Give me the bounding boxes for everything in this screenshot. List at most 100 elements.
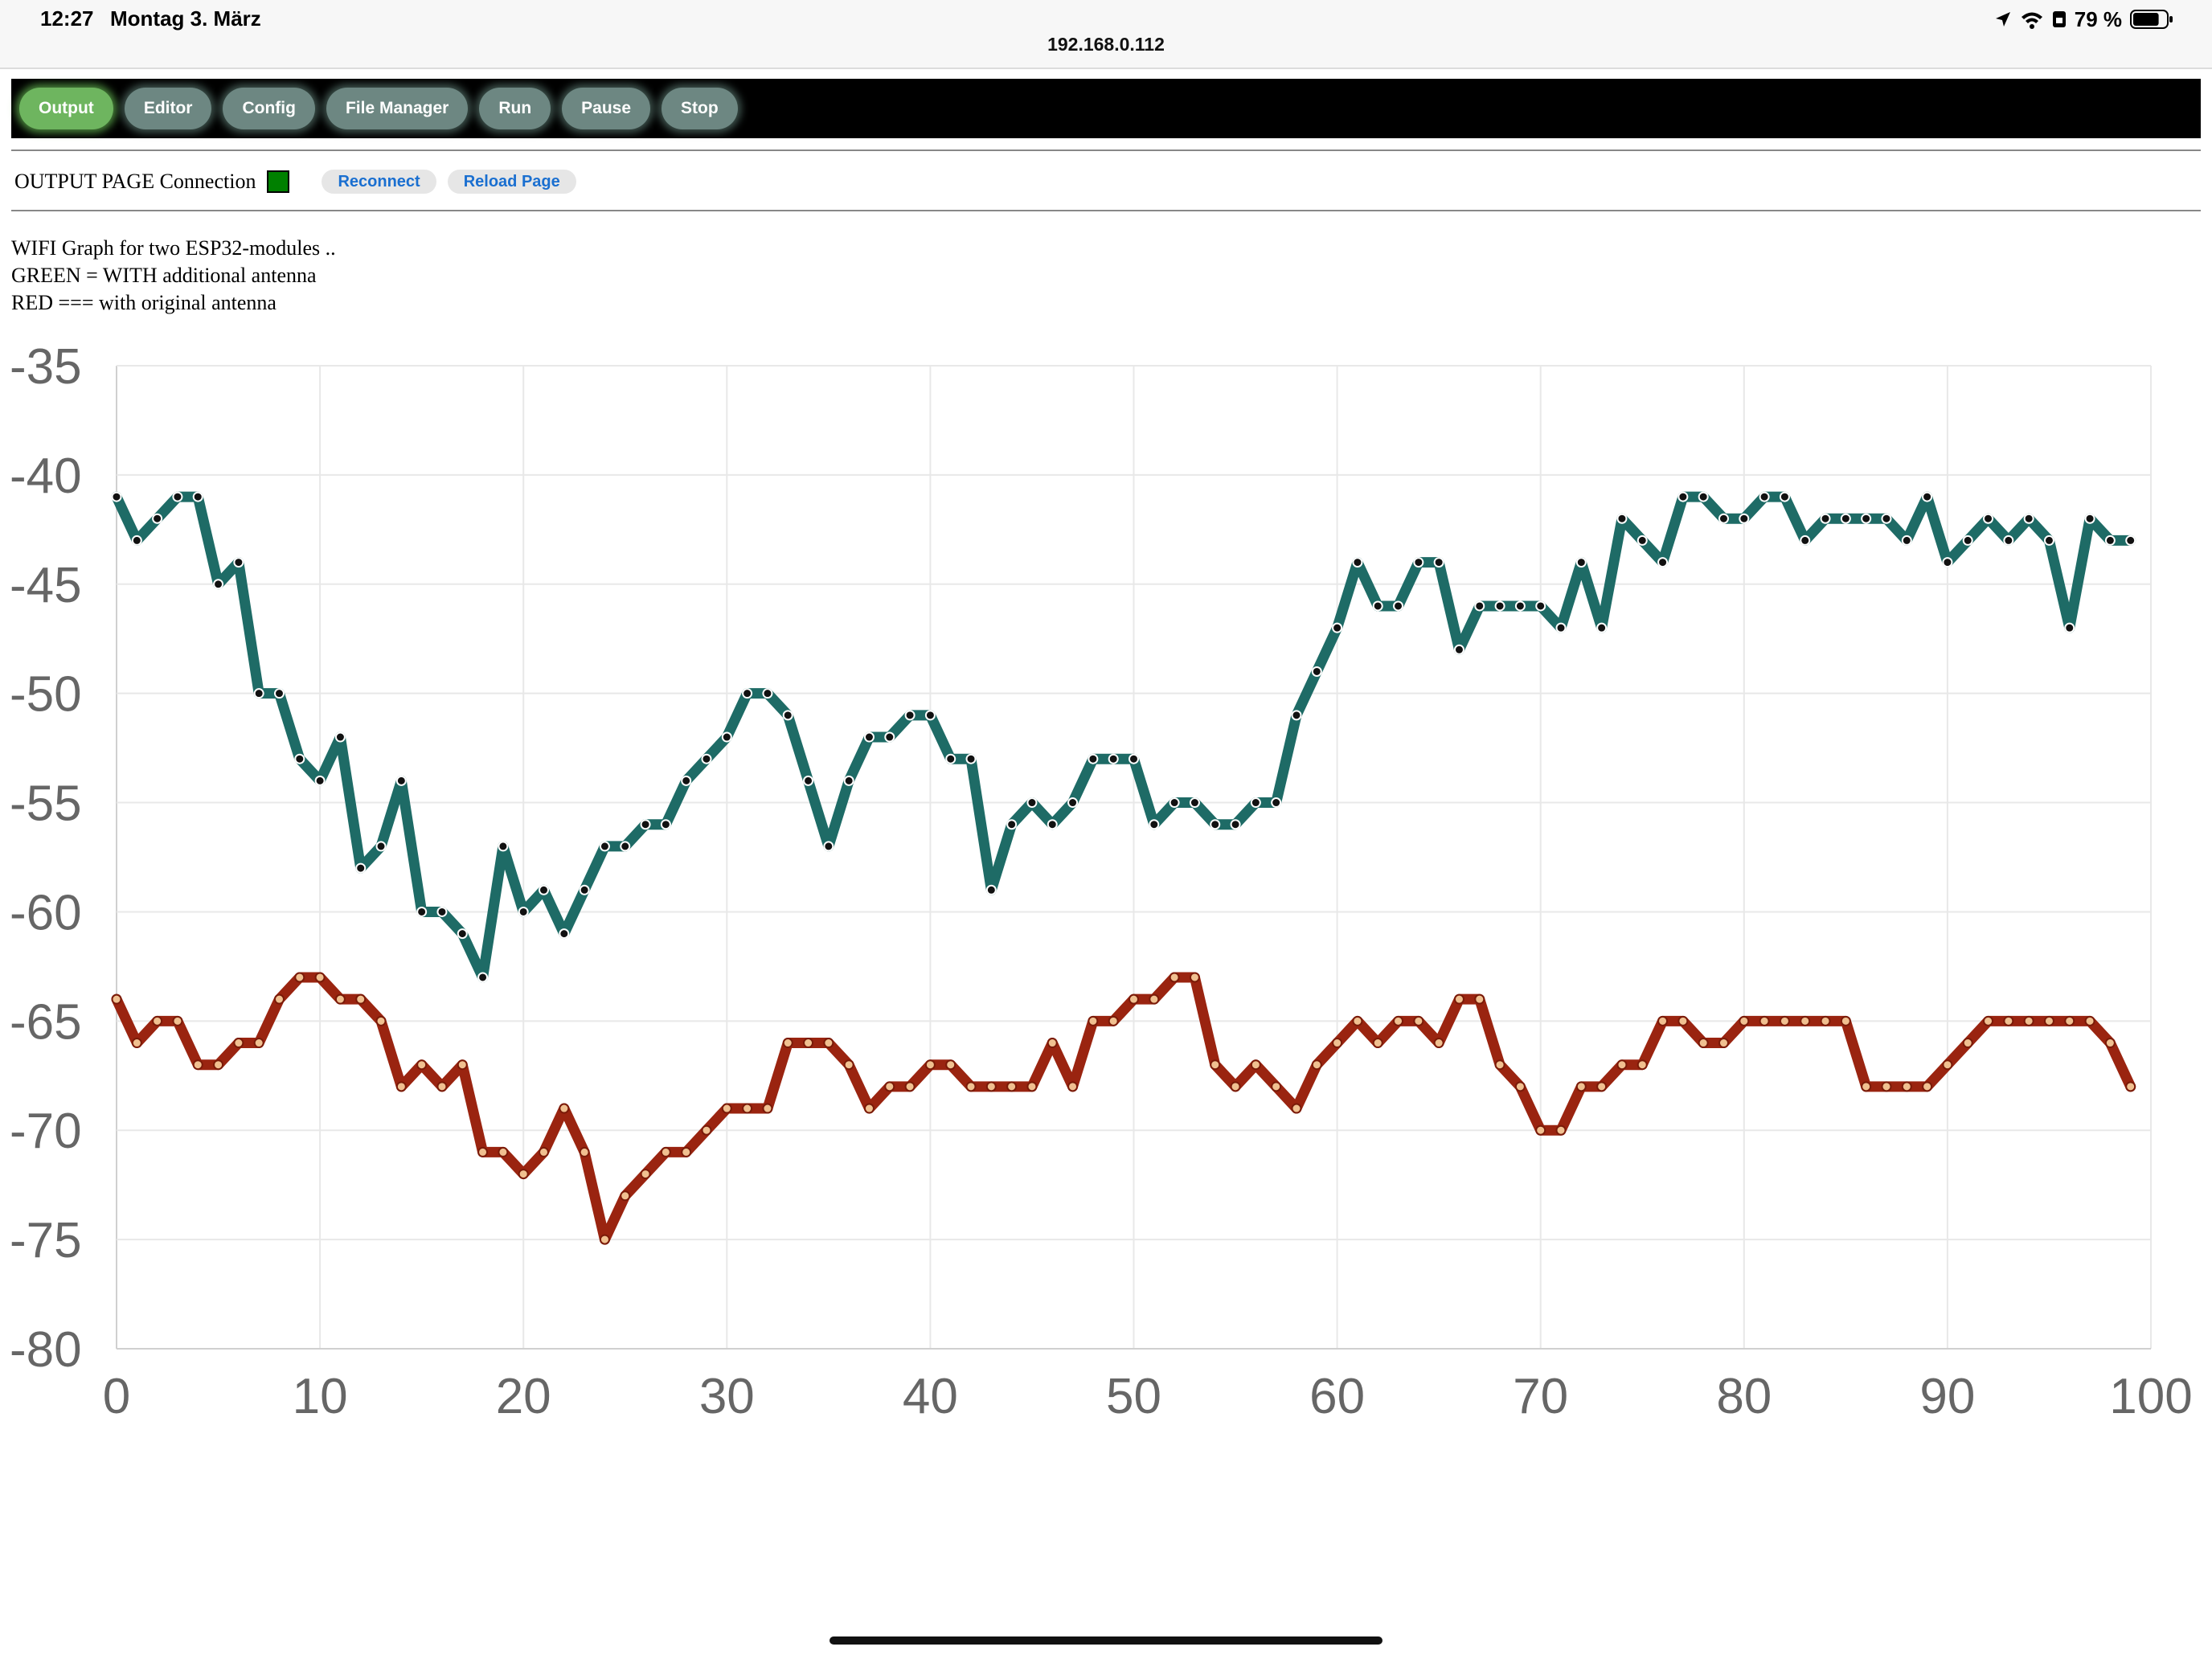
data-point xyxy=(2104,535,2116,546)
data-point xyxy=(803,1038,814,1049)
series-line-red xyxy=(111,972,2136,1245)
data-point xyxy=(1800,1015,1811,1026)
data-point xyxy=(1189,972,1200,983)
data-point xyxy=(152,513,163,524)
data-point xyxy=(1718,513,1729,524)
data-point xyxy=(1942,1059,1953,1071)
data-point xyxy=(1739,513,1750,524)
data-point xyxy=(620,841,631,852)
data-point xyxy=(1230,1081,1241,1092)
data-point xyxy=(1047,1038,1058,1049)
data-point xyxy=(985,884,997,895)
data-point xyxy=(1311,1059,1322,1071)
data-point xyxy=(1352,1015,1363,1026)
data-point xyxy=(1840,1015,1851,1026)
data-point xyxy=(416,906,428,917)
data-point xyxy=(2104,1038,2116,1049)
data-point xyxy=(1433,1038,1444,1049)
connection-row: OUTPUT PAGE Connection Reconnect Reload … xyxy=(14,166,576,198)
data-point xyxy=(1210,1059,1221,1071)
data-point xyxy=(518,906,529,917)
series-line-green xyxy=(111,491,2136,983)
lock-rotation-icon xyxy=(2052,11,2066,27)
data-point xyxy=(1922,491,1933,502)
data-point xyxy=(599,841,610,852)
data-point xyxy=(1657,557,1669,568)
data-point xyxy=(1129,753,1139,764)
battery-percent: 79 % xyxy=(2074,6,2122,31)
status-bar: 12:27 Montag 3. März 192.168.0.112 79 % xyxy=(0,0,2212,69)
data-point xyxy=(1881,1081,1892,1092)
data-point xyxy=(1677,491,1689,502)
data-point xyxy=(681,1146,692,1157)
data-point xyxy=(1453,993,1464,1005)
y-tick-label: -45 xyxy=(10,558,82,613)
description-line-2: GREEN = WITH additional antenna xyxy=(11,264,317,287)
data-point xyxy=(253,688,264,699)
data-point xyxy=(965,753,977,764)
data-point xyxy=(1677,1015,1689,1026)
nav-editor-button[interactable]: Editor xyxy=(124,88,212,129)
data-point xyxy=(539,1146,550,1157)
data-point xyxy=(477,1146,489,1157)
x-tick-label: 40 xyxy=(903,1369,958,1424)
reconnect-button[interactable]: Reconnect xyxy=(322,170,436,194)
data-point xyxy=(863,1103,875,1114)
x-tick-label: 80 xyxy=(1716,1369,1772,1424)
data-point xyxy=(1779,1015,1790,1026)
x-tick-label: 70 xyxy=(1513,1369,1568,1424)
address-bar-url[interactable]: 192.168.0.112 xyxy=(1047,34,1165,55)
data-point xyxy=(436,906,448,917)
data-point xyxy=(2023,1015,2034,1026)
connection-status-indicator xyxy=(267,170,290,193)
data-point xyxy=(1129,993,1139,1005)
data-point xyxy=(1942,557,1953,568)
data-point xyxy=(823,1038,834,1049)
nav-stop-button[interactable]: Stop xyxy=(662,88,738,129)
data-point xyxy=(762,688,773,699)
data-point xyxy=(742,1103,753,1114)
data-point xyxy=(1169,972,1180,983)
data-point xyxy=(2043,1015,2054,1026)
data-point xyxy=(1006,819,1018,830)
data-point xyxy=(1250,1059,1261,1071)
data-point xyxy=(457,928,468,940)
data-point xyxy=(1861,1081,1872,1092)
data-point xyxy=(843,1059,854,1071)
data-point xyxy=(1657,1015,1669,1026)
x-tick-label: 20 xyxy=(496,1369,551,1424)
data-point xyxy=(1149,993,1160,1005)
data-point xyxy=(1535,1124,1546,1136)
data-point xyxy=(213,1059,224,1071)
nav-pause-button[interactable]: Pause xyxy=(562,88,651,129)
y-tick-label: -40 xyxy=(10,449,82,504)
home-indicator xyxy=(830,1636,1382,1645)
data-point xyxy=(884,731,895,743)
reload-page-button[interactable]: Reload Page xyxy=(447,170,576,194)
data-point xyxy=(579,884,590,895)
data-point xyxy=(1636,535,1648,546)
data-point xyxy=(1861,513,1872,524)
data-point xyxy=(233,557,244,568)
nav-config-button[interactable]: Config xyxy=(223,88,315,129)
data-point xyxy=(904,1081,916,1092)
data-point xyxy=(1800,535,1811,546)
data-point xyxy=(701,753,712,764)
nav-output-button[interactable]: Output xyxy=(19,88,113,129)
x-tick-label: 60 xyxy=(1309,1369,1365,1424)
data-point xyxy=(457,1059,468,1071)
description-line-1: WIFI Graph for two ESP32-modules .. xyxy=(11,236,336,260)
data-point xyxy=(803,775,814,786)
nav-file-manager-button[interactable]: File Manager xyxy=(326,88,469,129)
data-point xyxy=(1474,993,1485,1005)
data-point xyxy=(1433,557,1444,568)
nav-run-button[interactable]: Run xyxy=(479,88,551,129)
data-point xyxy=(1820,513,1831,524)
data-point xyxy=(334,731,346,743)
data-point xyxy=(559,928,570,940)
data-point xyxy=(111,993,122,1005)
divider-top xyxy=(11,150,2201,151)
data-point xyxy=(1311,666,1322,677)
data-point xyxy=(1698,1038,1709,1049)
data-point xyxy=(1555,1124,1567,1136)
